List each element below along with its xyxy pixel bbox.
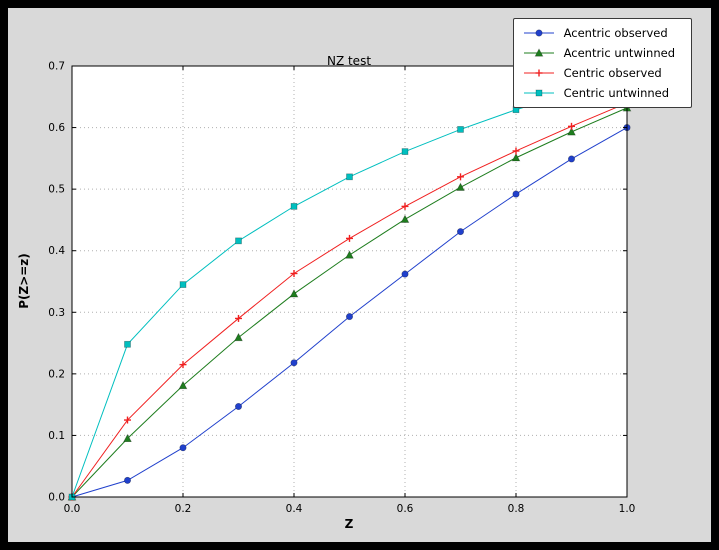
x-tick-label: 0.6 — [397, 503, 414, 515]
x-tick-label: 0.4 — [286, 503, 303, 515]
y-tick-label: 0.3 — [48, 307, 65, 319]
y-axis-label: P(Z>=z) — [17, 253, 31, 309]
legend-item: Acentric untwinned — [522, 44, 675, 62]
y-tick-label: 0.2 — [48, 368, 65, 380]
chart-canvas: 0.0 0.2 0.4 0.6 0.8 1.0 0.0 0.1 0.2 0.3 0.4 0.5 0.6 0… — [48, 61, 636, 516]
axes-frame — [71, 65, 628, 498]
legend-sample-square-icon — [523, 89, 554, 97]
legend-item: Centric observed — [522, 64, 675, 82]
x-tick-label: 0.2 — [175, 503, 192, 515]
y-tick-label: 0.1 — [48, 430, 65, 442]
y-tick-label: 0.0 — [48, 492, 65, 504]
x-tick-label: 1.0 — [619, 503, 636, 515]
legend-sample-plus-icon — [523, 69, 554, 77]
legend: Acentric observed Acentric untwinned Centr… — [512, 18, 692, 108]
y-tick-label: 0.6 — [48, 122, 65, 134]
figure-background: 0.0 0.2 0.4 0.6 0.8 1.0 0.0 0.1 0.2 0.3 0.4 0.5 0.6 0… — [8, 8, 711, 542]
x-tick-label: 0.8 — [508, 503, 525, 515]
plot-area — [72, 66, 627, 497]
x-axis-label: Z — [344, 517, 354, 531]
legend-label: Acentric observed — [563, 26, 668, 40]
y-tick-label: 0.4 — [48, 245, 65, 257]
legend-sample-circle-icon — [523, 29, 554, 37]
x-tick-label: 0.0 — [64, 503, 81, 515]
y-tick-label: 0.5 — [48, 184, 65, 196]
legend-item: Acentric observed — [522, 24, 675, 42]
legend-label: Centric untwinned — [563, 86, 670, 100]
legend-label: Acentric untwinned — [563, 46, 675, 60]
chart-title: NZ test — [326, 54, 372, 68]
legend-sample-triangle-up-icon — [523, 48, 554, 57]
legend-item: Centric untwinned — [522, 84, 675, 102]
legend-label: Centric observed — [563, 66, 662, 80]
y-tick-label: 0.7 — [48, 61, 65, 73]
